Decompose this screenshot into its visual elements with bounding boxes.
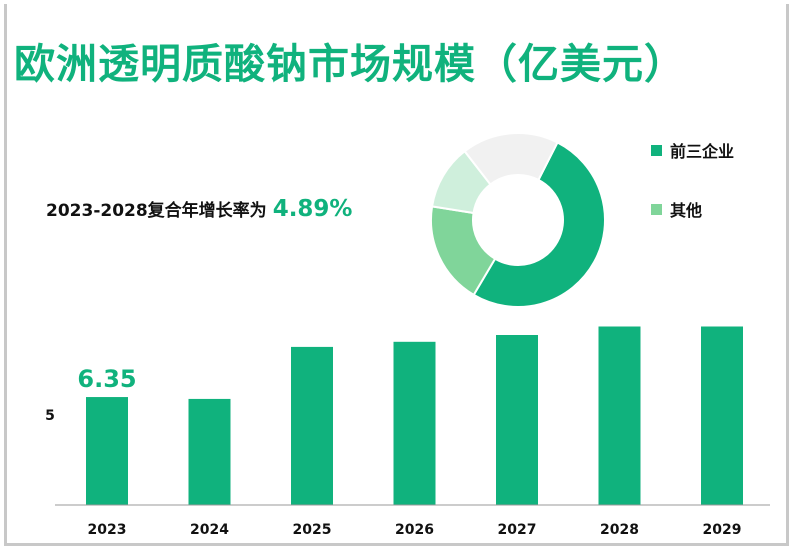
cagr-label: 2023-2028复合年增长率为 <box>46 201 267 221</box>
chart-title: 欧洲透明质酸钠市场规模（亿美元） <box>14 40 686 88</box>
cagr-value: 4.89% <box>272 196 353 222</box>
bar-2023 <box>86 397 128 505</box>
bar-2025 <box>291 346 333 505</box>
x-tick-label: 2023 <box>88 522 127 538</box>
bar-2026 <box>393 341 436 505</box>
legend-item-other: 其他 <box>651 197 702 221</box>
x-tick-label: 2024 <box>190 522 229 538</box>
x-tick-label: 2026 <box>395 522 434 538</box>
donut-slice-3 <box>463 132 559 186</box>
bar-2027 <box>496 335 538 505</box>
bar-2024 <box>188 398 231 505</box>
legend-label: 其他 <box>670 201 703 220</box>
bar-2028 <box>598 326 641 505</box>
bar-chart: 2023 6.35 2024 2025 2026 2027 2028 2029 <box>77 326 743 538</box>
x-tick-label: 2027 <box>498 522 537 538</box>
legend-swatch <box>651 144 662 156</box>
x-tick-label: 2028 <box>600 522 639 538</box>
bar-2029 <box>701 326 743 505</box>
donut-chart <box>430 132 606 308</box>
y-tick-label: 5 <box>45 408 55 424</box>
legend-item-top3: 前三企业 <box>651 138 734 162</box>
cagr-text: 2023-2028复合年增长率为 4.89% <box>46 196 352 222</box>
donut-slice-0 <box>472 141 606 308</box>
legend-label: 前三企业 <box>670 142 735 161</box>
data-label: 6.35 <box>77 365 136 393</box>
chart-frame <box>4 4 789 546</box>
legend-swatch <box>651 203 662 215</box>
x-tick-label: 2029 <box>703 522 742 538</box>
x-tick-label: 2025 <box>293 522 332 538</box>
